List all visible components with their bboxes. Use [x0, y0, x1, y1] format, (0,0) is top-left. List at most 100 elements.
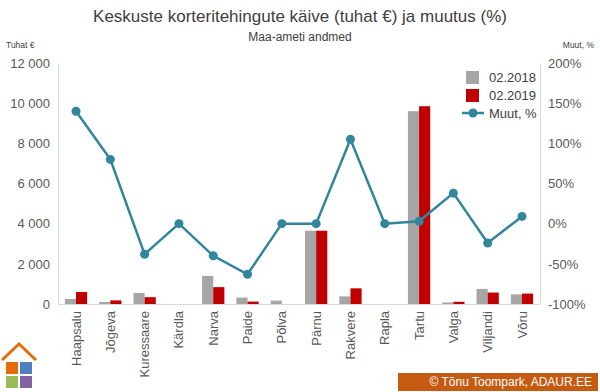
tick-label: Võru [515, 311, 530, 338]
logo-piece [6, 376, 18, 388]
marker [312, 219, 321, 228]
tick-label: Narva [206, 310, 221, 345]
tick: 8 000 [17, 136, 58, 151]
tick-label: Kärdla [171, 310, 186, 348]
tick-label: 4 000 [17, 216, 50, 231]
tick: Tartu [412, 304, 427, 340]
tick: Rapla [377, 304, 392, 345]
tick-label: 8 000 [17, 136, 50, 151]
bar [305, 231, 316, 304]
tick-label: 10 000 [10, 96, 50, 111]
bar [350, 288, 361, 304]
tick-label: Kuressaare [137, 311, 152, 377]
bar [133, 293, 144, 304]
tick-label: Paide [240, 311, 255, 344]
bar [248, 302, 259, 304]
marker [140, 250, 149, 259]
legend-swatch [466, 89, 479, 102]
title: Keskuste korteritehingute käive (tuhat €… [93, 7, 507, 26]
bar [453, 302, 464, 304]
tick-label: 6 000 [17, 176, 50, 191]
tick-label: Jõgeva [103, 310, 118, 353]
tick-label: Valga [446, 310, 461, 343]
bar [65, 299, 76, 304]
tick-label: 150% [548, 96, 582, 111]
tick-label: 0% [548, 216, 567, 231]
marker [209, 251, 218, 260]
tick: Haapsalu [69, 304, 84, 366]
y-axis-title: Tuhat € [6, 40, 35, 50]
y-axis: 0 2 000 4 000 6 000 8 000 10 000 12 000 [10, 56, 58, 312]
logo-piece [20, 376, 32, 388]
bar [168, 304, 179, 305]
tick: 0 [43, 297, 58, 312]
legend: 02.201802.2019Muut, % [462, 70, 537, 121]
axis-line [58, 64, 59, 305]
axis-line [540, 64, 541, 305]
tick: 50% [540, 176, 574, 191]
tick: -100% [540, 297, 586, 312]
bar [385, 304, 396, 305]
logo-piece [6, 362, 18, 374]
tick: Võru [515, 304, 530, 338]
legend-label: 02.2019 [489, 88, 536, 103]
tick-label: Rapla [377, 310, 392, 345]
bar [477, 289, 488, 304]
tick: Kuressaare [137, 304, 152, 377]
credit-box [398, 373, 598, 391]
marker [174, 219, 183, 228]
x-axis: Haapsalu Jõgeva Kuressaare Kärdla Narva Paide… [59, 304, 541, 377]
marker [517, 212, 526, 221]
tick-label: Pärnu [309, 311, 324, 346]
bar [236, 298, 247, 304]
tick: 12 000 [10, 56, 58, 71]
tick: Kärdla [171, 304, 186, 349]
bar-series [76, 106, 533, 304]
credit: © Tõnu Toompark, ADAUR.EE [398, 373, 598, 391]
tick: -50% [540, 256, 579, 271]
marker [277, 219, 286, 228]
tick-label: Haapsalu [69, 311, 84, 366]
marker [106, 155, 115, 164]
logo-roof [2, 344, 36, 360]
bar [316, 231, 327, 304]
tick-label: Rakvere [343, 311, 358, 359]
chart: Keskuste korteritehingute käive (tuhat €… [0, 0, 600, 392]
tick-label: 0 [43, 297, 50, 312]
tick-label: 2 000 [17, 256, 50, 271]
logo [2, 344, 36, 388]
tick: 6 000 [17, 176, 58, 191]
bar [282, 304, 293, 305]
bar [442, 302, 453, 304]
y2-axis-title: Muut, % [563, 40, 595, 50]
bar [488, 293, 499, 304]
legend-swatch [466, 71, 479, 84]
bar [522, 294, 533, 304]
bar-series [65, 111, 522, 304]
tick: Paide [240, 304, 255, 344]
tick: Valga [446, 304, 461, 343]
marker [346, 135, 355, 144]
markers [72, 107, 527, 279]
tick: Põlva [274, 304, 289, 344]
tick: 0% [540, 216, 567, 231]
tick-label: Tartu [412, 311, 427, 340]
bar [213, 287, 224, 304]
tick-label: 50% [548, 176, 574, 191]
tick: 150% [540, 96, 582, 111]
tick: Rakvere [343, 304, 358, 359]
tick: 200% [540, 56, 582, 71]
tick: 100% [540, 136, 582, 151]
bar [511, 294, 522, 304]
marker [449, 189, 458, 198]
credit-text: © Tõnu Toompark, ADAUR.EE [430, 375, 592, 389]
subtitle: Maa-ameti andmed [248, 30, 351, 44]
tick: 2 000 [17, 256, 58, 271]
tick-label: -50% [548, 256, 579, 271]
bar [110, 300, 121, 304]
bar [99, 302, 110, 304]
legend-swatch [469, 109, 478, 118]
bar [145, 297, 156, 304]
tick-label: 100% [548, 136, 582, 151]
tick-label: -100% [548, 297, 586, 312]
